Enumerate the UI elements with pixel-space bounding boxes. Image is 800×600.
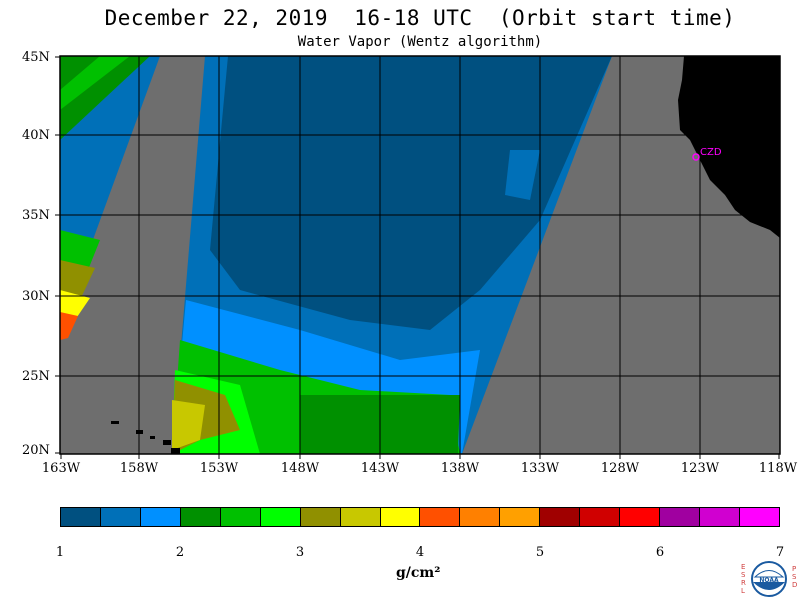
lat-label-45n: 45N <box>22 50 50 65</box>
colorbar-swatch <box>420 508 461 526</box>
lat-label-20n: 20N <box>22 443 50 458</box>
lat-label-25n: 25N <box>22 369 50 384</box>
lat-label-40n: 40N <box>22 128 50 143</box>
lon-label-138w: 138W <box>440 461 480 476</box>
colorbar-swatch <box>380 508 421 526</box>
logo-center-text: NOAA <box>759 577 779 584</box>
colorbar-tick-2: 2 <box>175 545 185 560</box>
colorbar-swatch <box>220 508 261 526</box>
colorbar-swatch <box>580 508 621 526</box>
colorbar <box>60 507 780 527</box>
colorbar-swatch <box>100 508 141 526</box>
colorbar-swatch <box>500 508 541 526</box>
colorbar-swatch <box>180 508 221 526</box>
colorbar-tick-4: 4 <box>415 545 425 560</box>
colorbar-swatch <box>260 508 301 526</box>
colorbar-swatch <box>300 508 341 526</box>
lon-label-153w: 153W <box>199 461 239 476</box>
lon-label-133w: 133W <box>520 461 560 476</box>
station-label-czd: CZD <box>700 147 722 158</box>
land-coast <box>678 56 780 238</box>
lon-label-158w: 158W <box>119 461 159 476</box>
map-frame <box>59 55 781 455</box>
left-swath <box>60 56 160 340</box>
colorbar-tick-5: 5 <box>535 545 545 560</box>
lon-label-118w: 118W <box>758 461 798 476</box>
colorbar-swatch <box>739 508 779 526</box>
map-subtitle: Water Vapor (Wentz algorithm) <box>297 34 543 50</box>
lat-label-30n: 30N <box>22 289 50 304</box>
colorbar-swatch <box>340 508 381 526</box>
colorbar-swatch <box>140 508 181 526</box>
lon-label-128w: 128W <box>600 461 640 476</box>
lat-label-35n: 35N <box>22 208 50 223</box>
colorbar-swatch <box>460 508 501 526</box>
colorbar-swatch <box>660 508 700 526</box>
station-marker-czd: CZD <box>692 147 722 161</box>
colorbar-tick-6: 6 <box>655 545 665 560</box>
colorbar-units: g/cm² <box>396 565 441 581</box>
colorbar-tick-3: 3 <box>295 545 305 560</box>
lon-label-163w: 163W <box>41 461 81 476</box>
colorbar-swatch <box>620 508 661 526</box>
map-title: December 22, 2019 16-18 UTC (Orbit start… <box>104 6 736 30</box>
station-dot <box>692 153 700 161</box>
lon-label-123w: 123W <box>680 461 720 476</box>
colorbar-tick-1: 1 <box>55 545 65 560</box>
lon-label-143w: 143W <box>360 461 400 476</box>
colorbar-swatch <box>700 508 740 526</box>
lat-lon-grid <box>60 56 780 454</box>
colorbar-tick-7: 7 <box>775 545 785 560</box>
colorbar-swatch <box>540 508 581 526</box>
lon-label-148w: 148W <box>280 461 320 476</box>
colorbar-swatch <box>61 508 101 526</box>
